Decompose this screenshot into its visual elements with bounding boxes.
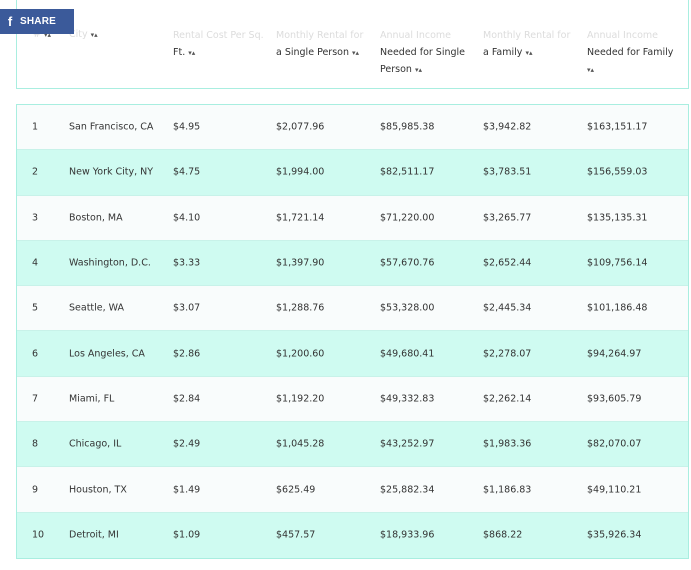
annual-single-cell: $18,933.96 (380, 529, 435, 541)
monthly-single-cell: $625.49 (276, 484, 316, 496)
city-cell: Washington, D.C. (69, 257, 151, 269)
table-header: # ▾▴ City ▾▴ Rental Cost Per Sq. Ft. ▾▴ … (16, 0, 689, 89)
rank-cell: 1 (32, 121, 39, 133)
annual-family-cell: $101,186.48 (587, 302, 648, 314)
monthly-single-cell: $457.57 (276, 529, 316, 541)
table-row: 10 Detroit, MI $1.09 $457.57 $18,933.96 $868.… (17, 512, 688, 558)
sort-icon[interactable]: ▾▴ (44, 31, 52, 39)
header-rank[interactable]: # ▾▴ (33, 29, 52, 40)
table-row: 2 New York City, NY $4.75 $1,994.00 $82,511.… (17, 150, 688, 196)
facebook-share-button[interactable]: f SHARE (0, 9, 74, 34)
table-row: 6 Los Angeles, CA $2.86 $1,200.60 $49,680.41… (17, 331, 688, 377)
monthly-family-cell: $2,278.07 (483, 348, 532, 360)
city-cell: Chicago, IL (69, 438, 122, 450)
table-row: 8 Chicago, IL $2.49 $1,045.28 $43,252.97 $1,9… (17, 422, 688, 468)
rent-sqft-cell: $3.07 (173, 302, 201, 314)
monthly-single-cell: $1,397.90 (276, 257, 325, 269)
city-cell: Seattle, WA (69, 302, 125, 314)
annual-single-cell: $43,252.97 (380, 438, 435, 450)
annual-family-cell: $49,110.21 (587, 484, 642, 496)
table-row: 1 San Francisco, CA $4.95 $2,077.96 $85,985.… (17, 105, 688, 151)
rent-sqft-cell: $1.49 (173, 484, 201, 496)
monthly-family-cell: $2,445.34 (483, 302, 532, 314)
table-row: 5 Seattle, WA $3.07 $1,288.76 $53,328.00 $2,4… (17, 286, 688, 332)
table-row: 4 Washington, D.C. $3.33 $1,397.90 $57,670.7… (17, 240, 688, 287)
monthly-single-cell: $1,288.76 (276, 302, 325, 314)
sort-icon[interactable]: ▾▴ (188, 49, 196, 57)
cost-table: 1 San Francisco, CA $4.95 $2,077.96 $85,985.… (16, 104, 689, 559)
header-city[interactable]: City ▾▴ (69, 29, 98, 40)
city-cell: New York City, NY (69, 166, 154, 178)
header-monthly-family[interactable]: Monthly Rental for a Family ▾▴ (483, 30, 571, 58)
header-annual-family[interactable]: Annual Income Needed for Family ▾▴ (587, 30, 674, 74)
monthly-family-cell: $1,983.36 (483, 438, 532, 450)
rank-cell: 7 (32, 393, 39, 405)
monthly-family-cell: $3,265.77 (483, 212, 532, 224)
annual-family-cell: $135,135.31 (587, 212, 648, 224)
rent-sqft-cell: $4.95 (173, 121, 201, 133)
monthly-family-cell: $868.22 (483, 529, 523, 541)
city-cell: Boston, MA (69, 212, 123, 224)
table-row: 9 Houston, TX $1.49 $625.49 $25,882.34 $1,186… (17, 467, 688, 513)
rank-cell: 8 (32, 438, 39, 450)
annual-single-cell: $82,511.17 (380, 166, 435, 178)
annual-single-cell: $71,220.00 (380, 212, 435, 224)
rent-sqft-cell: $2.49 (173, 438, 201, 450)
rank-cell: 3 (32, 212, 39, 224)
annual-family-cell: $109,756.14 (587, 257, 648, 269)
sort-icon[interactable]: ▾▴ (525, 49, 533, 57)
monthly-single-cell: $1,192.20 (276, 393, 325, 405)
rent-sqft-cell: $2.86 (173, 348, 201, 360)
monthly-single-cell: $1,200.60 (276, 348, 325, 360)
monthly-family-cell: $3,942.82 (483, 121, 532, 133)
rank-cell: 2 (32, 166, 39, 178)
annual-family-cell: $93,605.79 (587, 393, 642, 405)
monthly-single-cell: $1,045.28 (276, 438, 325, 450)
annual-single-cell: $49,680.41 (380, 348, 435, 360)
table-row: 3 Boston, MA $4.10 $1,721.14 $71,220.00 $3,26… (17, 195, 688, 241)
header-rental-cost[interactable]: Rental Cost Per Sq. Ft. ▾▴ (173, 30, 264, 58)
facebook-icon: f (7, 14, 13, 29)
rent-sqft-cell: $1.09 (173, 529, 201, 541)
rank-cell: 6 (32, 348, 39, 360)
annual-family-cell: $82,070.07 (587, 438, 642, 450)
monthly-single-cell: $1,721.14 (276, 212, 325, 224)
sort-icon[interactable]: ▾▴ (587, 66, 595, 74)
rank-cell: 10 (32, 529, 45, 541)
sort-icon[interactable]: ▾▴ (90, 31, 98, 39)
monthly-family-cell: $1,186.83 (483, 484, 532, 496)
city-cell: Los Angeles, CA (69, 348, 145, 360)
rank-cell: 4 (32, 257, 39, 269)
city-cell: Houston, TX (69, 484, 127, 496)
header-monthly-single[interactable]: Monthly Rental for a Single Person ▾▴ (276, 30, 364, 58)
annual-family-cell: $94,264.97 (587, 348, 642, 360)
rent-sqft-cell: $4.75 (173, 166, 201, 178)
annual-single-cell: $85,985.38 (380, 121, 435, 133)
city-cell: Miami, FL (69, 393, 115, 405)
sort-icon[interactable]: ▾▴ (352, 49, 360, 57)
monthly-family-cell: $3,783.51 (483, 166, 532, 178)
annual-single-cell: $57,670.76 (380, 257, 435, 269)
header-annual-single[interactable]: Annual Income Needed for Single Person ▾… (380, 30, 466, 75)
monthly-single-cell: $2,077.96 (276, 121, 325, 133)
rent-sqft-cell: $3.33 (173, 257, 201, 269)
city-cell: San Francisco, CA (69, 121, 154, 133)
rank-cell: 9 (32, 484, 39, 496)
sort-icon[interactable]: ▾▴ (414, 66, 422, 74)
table-row: 7 Miami, FL $2.84 $1,192.20 $49,332.83 $2,262… (17, 376, 688, 423)
rank-cell: 5 (32, 302, 39, 314)
monthly-single-cell: $1,994.00 (276, 166, 325, 178)
annual-family-cell: $163,151.17 (587, 121, 648, 133)
rent-sqft-cell: $4.10 (173, 212, 201, 224)
monthly-family-cell: $2,652.44 (483, 257, 532, 269)
rent-sqft-cell: $2.84 (173, 393, 201, 405)
annual-single-cell: $49,332.83 (380, 393, 435, 405)
annual-single-cell: $53,328.00 (380, 302, 435, 314)
monthly-family-cell: $2,262.14 (483, 393, 532, 405)
annual-family-cell: $156,559.03 (587, 166, 648, 178)
city-cell: Detroit, MI (69, 529, 119, 541)
annual-family-cell: $35,926.34 (587, 529, 642, 541)
share-label: SHARE (20, 16, 57, 27)
annual-single-cell: $25,882.34 (380, 484, 435, 496)
